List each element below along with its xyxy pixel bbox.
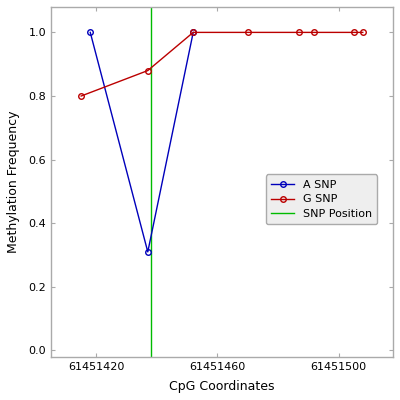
X-axis label: CpG Coordinates: CpG Coordinates (169, 380, 275, 393)
Y-axis label: Methylation Frequency: Methylation Frequency (7, 111, 20, 253)
Legend: A SNP, G SNP, SNP Position: A SNP, G SNP, SNP Position (266, 174, 377, 224)
